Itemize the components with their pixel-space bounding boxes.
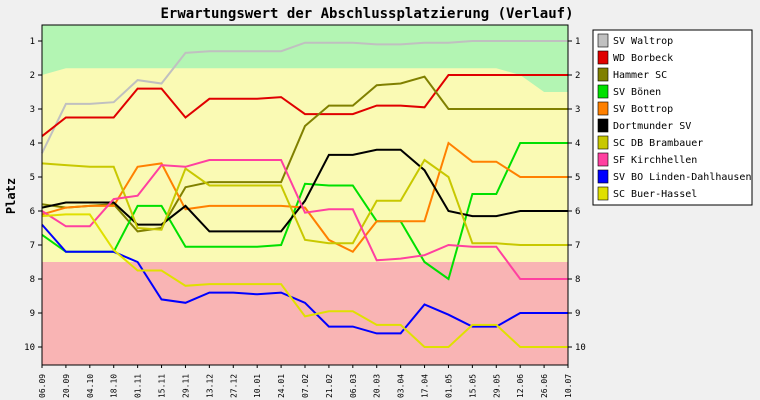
y-tick-label-right: 7 bbox=[575, 241, 580, 251]
x-tick-label: 24.01 bbox=[277, 374, 286, 398]
y-tick-label-right: 1 bbox=[575, 37, 580, 47]
legend-label-3: SV Bönen bbox=[613, 87, 661, 98]
x-tick-label: 15.11 bbox=[158, 374, 167, 398]
legend-swatch-5 bbox=[597, 118, 609, 133]
series-line-9 bbox=[41, 213, 568, 348]
y-tick-label-left: 4 bbox=[30, 139, 35, 149]
legend-label-1: WD Borbeck bbox=[613, 53, 673, 64]
y-tick-label-left: 7 bbox=[30, 241, 35, 251]
x-tick-label: 29.05 bbox=[492, 374, 501, 398]
x-tick-label: 04.10 bbox=[86, 374, 95, 398]
legend-swatch-2 bbox=[597, 67, 609, 82]
y-tick-label-left: 10 bbox=[24, 343, 35, 353]
x-tick-label: 07.02 bbox=[301, 374, 310, 398]
series-line-5 bbox=[41, 148, 568, 233]
y-tick-label-right: 10 bbox=[575, 343, 586, 353]
y-tick-label-left: 5 bbox=[30, 173, 35, 183]
series-line-0 bbox=[41, 40, 568, 154]
legend-swatch-6 bbox=[597, 135, 609, 150]
y-tick-label-right: 3 bbox=[575, 105, 580, 115]
legend-label-8: SV BO Linden-Dahlhausen bbox=[613, 172, 751, 183]
y-tick-label-right: 5 bbox=[575, 173, 580, 183]
legend-label-4: SV Bottrop bbox=[613, 104, 673, 115]
series-line-3 bbox=[41, 142, 568, 281]
x-tick-label: 03.04 bbox=[397, 374, 406, 398]
y-tick-label-right: 8 bbox=[575, 275, 580, 285]
legend-label-6: SC DB Brambauer bbox=[613, 138, 703, 149]
legend-box bbox=[592, 29, 753, 206]
legend-label-2: Hammer SC bbox=[613, 70, 667, 81]
chart-title: Erwartungswert der Abschlussplatzierung … bbox=[160, 6, 573, 22]
x-tick-label: 26.06 bbox=[540, 374, 549, 398]
legend-swatch-4 bbox=[597, 101, 609, 116]
legend-label-9: SC Buer-Hassel bbox=[613, 189, 697, 200]
legend-swatch-8 bbox=[597, 169, 609, 184]
series-line-8 bbox=[41, 223, 568, 335]
x-tick-label: 27.12 bbox=[229, 374, 238, 398]
series-line-4 bbox=[41, 141, 568, 254]
x-tick-label: 20.09 bbox=[62, 374, 71, 398]
legend-swatch-3 bbox=[597, 84, 609, 99]
series-line-7 bbox=[41, 159, 568, 280]
y-tick-label-right: 2 bbox=[575, 71, 580, 81]
x-tick-label: 10.01 bbox=[253, 374, 262, 398]
y-tick-label-left: 3 bbox=[30, 105, 35, 115]
legend-swatch-9 bbox=[597, 186, 609, 201]
legend-swatch-0 bbox=[597, 33, 609, 48]
x-tick-label: 06.09 bbox=[38, 374, 47, 398]
axes: 1 1 2 2 3 3 4 4 5 5 6 6 7 7 8 8 9 9 10 10 06.09 20.09 04.10 18.… bbox=[24, 24, 586, 398]
y-axis-label: Platz bbox=[4, 178, 18, 214]
y-tick-label-right: 6 bbox=[575, 207, 580, 217]
y-tick-label-left: 8 bbox=[30, 275, 35, 285]
series-line-6 bbox=[41, 158, 568, 246]
y-tick-label-left: 6 bbox=[30, 207, 35, 217]
band-relegation bbox=[42, 262, 568, 365]
x-tick-label: 13.12 bbox=[205, 374, 214, 398]
legend-label-5: Dortmunder SV bbox=[613, 121, 691, 132]
y-tick-label-left: 1 bbox=[30, 37, 35, 47]
legend: SV Waltrop WD Borbeck Hammer SC SV Bönen SV … bbox=[592, 29, 753, 206]
x-tick-label: 18.10 bbox=[110, 374, 119, 398]
y-tick-label-right: 4 bbox=[575, 139, 580, 149]
x-tick-label: 29.11 bbox=[181, 374, 190, 398]
x-tick-label: 10.07 bbox=[564, 374, 573, 398]
x-tick-label: 12.06 bbox=[516, 374, 525, 398]
y-tick-label-left: 2 bbox=[30, 71, 35, 81]
x-tick-label: 06.03 bbox=[349, 374, 358, 398]
legend-swatch-1 bbox=[597, 50, 609, 65]
x-tick-label: 01.11 bbox=[134, 374, 143, 398]
y-tick-label-left: 9 bbox=[30, 309, 35, 319]
x-tick-label: 20.03 bbox=[373, 374, 382, 398]
x-tick-label: 21.02 bbox=[325, 374, 334, 398]
series-line-1 bbox=[41, 74, 568, 137]
legend-label-7: SF Kirchhellen bbox=[613, 155, 697, 166]
x-tick-label: 15.05 bbox=[468, 374, 477, 398]
legend-label-0: SV Waltrop bbox=[613, 36, 673, 47]
y-tick-label-right: 9 bbox=[575, 309, 580, 319]
legend-swatch-7 bbox=[597, 152, 609, 167]
x-tick-label: 01.05 bbox=[444, 374, 453, 398]
x-tick-label: 17.04 bbox=[421, 374, 430, 398]
series-layer bbox=[41, 40, 568, 348]
